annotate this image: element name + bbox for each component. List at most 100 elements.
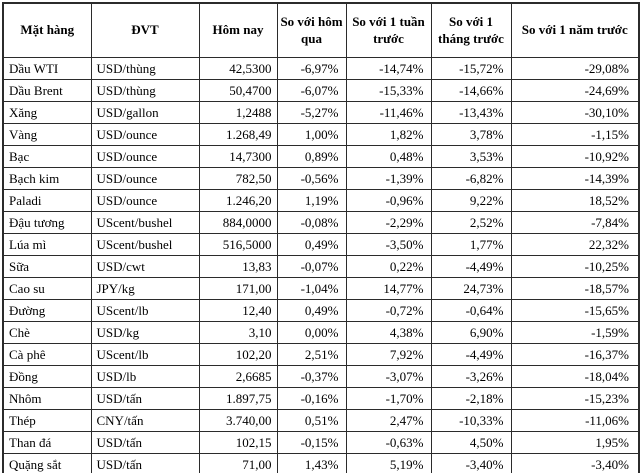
unit-cell: USD/tấn: [90, 387, 200, 410]
unit-cell: UScent/bushel: [90, 211, 200, 234]
today-cell: 171,00: [198, 277, 278, 300]
table-body: Dầu WTI USD/thùng 42,5300 -6,97% -14,74%…: [2, 57, 640, 473]
table-row: Đậu tương UScent/bushel 884,0000 -0,08% …: [2, 211, 640, 234]
vs-month-cell: 2,52%: [430, 211, 512, 234]
commodity-cell: Đậu tương: [2, 211, 92, 234]
commodity-cell: Xăng: [2, 101, 92, 124]
vs-month-cell: -2,18%: [430, 387, 512, 410]
header-unit: ĐVT: [90, 2, 200, 58]
today-cell: 2,6685: [198, 365, 278, 388]
table-row: Đồng USD/lb 2,6685 -0,37% -3,07% -3,26% …: [2, 365, 640, 388]
vs-week-cell: -11,46%: [345, 101, 432, 124]
vs-yesterday-cell: 0,49%: [276, 233, 347, 256]
commodity-cell: Than đá: [2, 431, 92, 454]
unit-cell: USD/ounce: [90, 189, 200, 212]
header-vs-yesterday: So với hôm qua: [276, 2, 347, 58]
commodity-cell: Quặng sắt: [2, 453, 92, 473]
vs-year-cell: -1,15%: [510, 123, 640, 146]
commodity-cell: Vàng: [2, 123, 92, 146]
unit-cell: USD/ounce: [90, 167, 200, 190]
vs-yesterday-cell: 0,89%: [276, 145, 347, 168]
vs-yesterday-cell: -6,97%: [276, 57, 347, 80]
vs-month-cell: -4,49%: [430, 255, 512, 278]
vs-week-cell: -3,50%: [345, 233, 432, 256]
commodity-cell: Dầu WTI: [2, 57, 92, 80]
table-row: Nhôm USD/tấn 1.897,75 -0,16% -1,70% -2,1…: [2, 387, 640, 410]
unit-cell: UScent/lb: [90, 343, 200, 366]
vs-week-cell: -14,74%: [345, 57, 432, 80]
vs-month-cell: -13,43%: [430, 101, 512, 124]
vs-week-cell: 14,77%: [345, 277, 432, 300]
today-cell: 71,00: [198, 453, 278, 473]
today-cell: 782,50: [198, 167, 278, 190]
commodity-cell: Nhôm: [2, 387, 92, 410]
vs-year-cell: -30,10%: [510, 101, 640, 124]
vs-month-cell: 9,22%: [430, 189, 512, 212]
vs-month-cell: -3,26%: [430, 365, 512, 388]
vs-yesterday-cell: -0,16%: [276, 387, 347, 410]
vs-year-cell: -29,08%: [510, 57, 640, 80]
vs-year-cell: -14,39%: [510, 167, 640, 190]
vs-year-cell: -1,59%: [510, 321, 640, 344]
today-cell: 1.268,49: [198, 123, 278, 146]
vs-yesterday-cell: 0,49%: [276, 299, 347, 322]
today-cell: 1.897,75: [198, 387, 278, 410]
vs-month-cell: -14,66%: [430, 79, 512, 102]
unit-cell: USD/ounce: [90, 123, 200, 146]
table-row: Than đá USD/tấn 102,15 -0,15% -0,63% 4,5…: [2, 431, 640, 454]
unit-cell: UScent/bushel: [90, 233, 200, 256]
vs-week-cell: -3,07%: [345, 365, 432, 388]
header-commodity: Mặt hàng: [2, 2, 92, 58]
vs-month-cell: -4,49%: [430, 343, 512, 366]
vs-year-cell: -15,23%: [510, 387, 640, 410]
commodity-cell: Đồng: [2, 365, 92, 388]
today-cell: 102,20: [198, 343, 278, 366]
vs-yesterday-cell: 1,43%: [276, 453, 347, 473]
today-cell: 1,2488: [198, 101, 278, 124]
vs-yesterday-cell: -0,37%: [276, 365, 347, 388]
vs-week-cell: -0,72%: [345, 299, 432, 322]
vs-year-cell: 1,95%: [510, 431, 640, 454]
vs-week-cell: -15,33%: [345, 79, 432, 102]
table-row: Đường UScent/lb 12,40 0,49% -0,72% -0,64…: [2, 299, 640, 322]
today-cell: 102,15: [198, 431, 278, 454]
table-row: Paladi USD/ounce 1.246,20 1,19% -0,96% 9…: [2, 189, 640, 212]
unit-cell: USD/thùng: [90, 79, 200, 102]
vs-year-cell: -15,65%: [510, 299, 640, 322]
commodity-cell: Dầu Brent: [2, 79, 92, 102]
vs-month-cell: -0,64%: [430, 299, 512, 322]
today-cell: 42,5300: [198, 57, 278, 80]
vs-yesterday-cell: -0,07%: [276, 255, 347, 278]
unit-cell: CNY/tấn: [90, 409, 200, 432]
vs-month-cell: 4,50%: [430, 431, 512, 454]
vs-year-cell: -18,04%: [510, 365, 640, 388]
vs-week-cell: 1,82%: [345, 123, 432, 146]
vs-yesterday-cell: 0,00%: [276, 321, 347, 344]
table-row: Cà phê UScent/lb 102,20 2,51% 7,92% -4,4…: [2, 343, 640, 366]
header-vs-month: So với 1 tháng trước: [430, 2, 512, 58]
today-cell: 884,0000: [198, 211, 278, 234]
unit-cell: JPY/kg: [90, 277, 200, 300]
vs-week-cell: -1,39%: [345, 167, 432, 190]
commodity-cell: Đường: [2, 299, 92, 322]
vs-week-cell: 5,19%: [345, 453, 432, 473]
vs-month-cell: 1,77%: [430, 233, 512, 256]
table-row: Sữa USD/cwt 13,83 -0,07% 0,22% -4,49% -1…: [2, 255, 640, 278]
vs-month-cell: -15,72%: [430, 57, 512, 80]
vs-week-cell: -0,63%: [345, 431, 432, 454]
vs-year-cell: 18,52%: [510, 189, 640, 212]
unit-cell: USD/tấn: [90, 431, 200, 454]
vs-yesterday-cell: -6,07%: [276, 79, 347, 102]
vs-year-cell: 22,32%: [510, 233, 640, 256]
table-row: Cao su JPY/kg 171,00 -1,04% 14,77% 24,73…: [2, 277, 640, 300]
vs-year-cell: -11,06%: [510, 409, 640, 432]
commodity-cell: Lúa mì: [2, 233, 92, 256]
table-header-row: Mặt hàng ĐVT Hôm nay So với hôm qua So v…: [2, 2, 640, 58]
vs-yesterday-cell: 0,51%: [276, 409, 347, 432]
vs-month-cell: -6,82%: [430, 167, 512, 190]
vs-year-cell: -16,37%: [510, 343, 640, 366]
vs-yesterday-cell: 2,51%: [276, 343, 347, 366]
unit-cell: USD/thùng: [90, 57, 200, 80]
unit-cell: USD/ounce: [90, 145, 200, 168]
table-row: Xăng USD/gallon 1,2488 -5,27% -11,46% -1…: [2, 101, 640, 124]
